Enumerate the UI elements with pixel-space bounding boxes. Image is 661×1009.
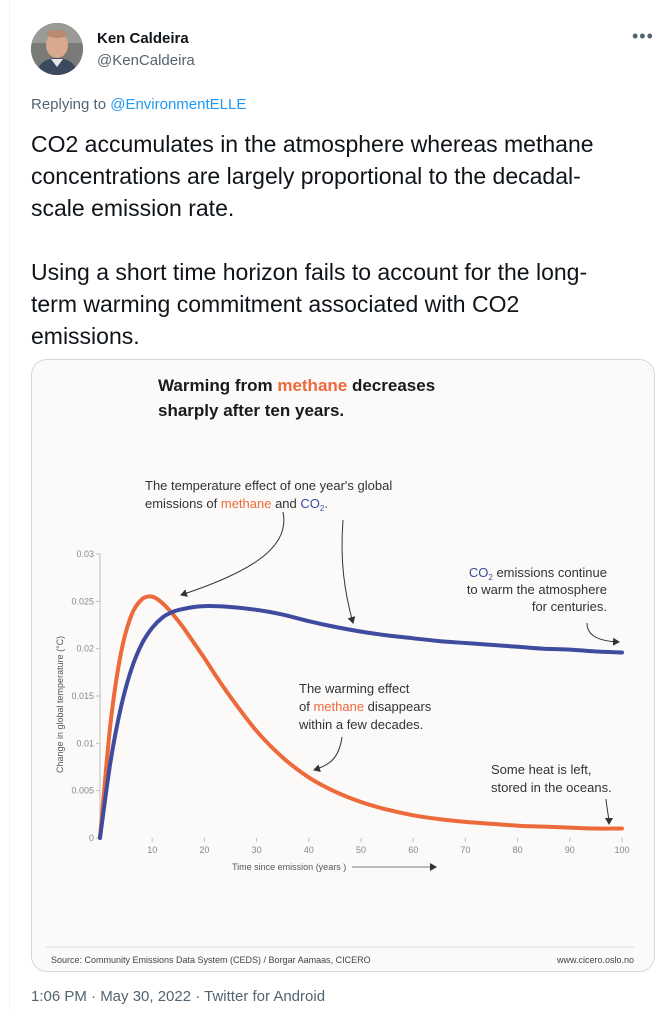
y-tick-label: 0.005 [71,786,94,796]
arrow-co2-centuries [586,622,620,646]
x-axis-label: Time since emission (years ) [232,862,346,872]
tweet-text: CO2 accumulates in the atmosphere wherea… [31,131,594,349]
series-line-methane [98,594,624,840]
arrow-to-co2-curve [341,519,356,624]
annotation-methane-line2: of methane disappears [299,699,432,714]
annotation-methane-line3: within a few decades. [298,717,423,732]
annotation-top-line1: The temperature effect of one year's glo… [145,478,392,493]
timeline-divider [9,0,10,1009]
avatar-photo [31,23,83,75]
chart-title-line1: Warming from methane decreases [158,376,435,395]
ann-top-co2: CO [300,496,320,511]
y-tick-label: 0.02 [76,644,94,654]
avatar[interactable] [31,23,83,75]
annotation-methane-line1: The warming effect [299,681,410,696]
title-text-b: decreases [347,376,435,395]
ann-top-end: . [324,496,328,511]
ann-meth-of: of [299,699,313,714]
x-tick-label: 60 [408,845,418,855]
arrow-heat-left [604,798,613,825]
x-tick-label: 70 [460,845,470,855]
replying-to: Replying to @EnvironmentELLE [31,96,246,113]
annotation-heat-line2: stored in the oceans. [491,780,612,795]
title-text-a: Warming from [158,376,277,395]
annotation-co2-line3: for centuries. [532,599,607,614]
series-line-co2 [98,603,624,840]
ann-top-methane: methane [221,496,272,511]
x-tick-label: 30 [252,845,262,855]
x-tick-label: 90 [565,845,575,855]
x-tick-label: 10 [147,845,157,855]
chart-title-line2: sharply after ten years. [158,401,344,420]
tweet-media-image[interactable]: Warming from methane decreases sharply a… [31,359,655,972]
y-tick-label: 0 [89,833,94,843]
reply-target-link[interactable]: @EnvironmentELLE [110,96,247,113]
x-tick-label: 100 [614,845,629,855]
ann-meth-rest: disappears [364,699,432,714]
y-tick-label: 0.01 [76,738,94,748]
source-text: Source: Community Emissions Data System … [51,955,371,965]
title-methane: methane [277,376,347,395]
annotation-heat-line1: Some heat is left, [491,762,591,777]
website-text: www.cicero.oslo.no [556,955,634,965]
ann-top-and: and [271,496,300,511]
ann-co2-sub: 2 [488,573,493,582]
x-tick-label: 50 [356,845,366,855]
more-options-icon[interactable]: ••• [632,26,654,46]
arrow-to-methane-peak [180,511,285,597]
y-tick-label: 0.025 [71,596,94,606]
ann-co2-rest: emissions continue [493,565,607,580]
warming-chart: Warming from methane decreases sharply a… [32,360,654,971]
x-tick-label: 80 [513,845,523,855]
ann-meth-methane: methane [313,699,364,714]
x-tick-label: 20 [199,845,209,855]
y-tick-label: 0.03 [76,549,94,559]
annotation-co2-line1: CO2 emissions continue [469,565,607,582]
x-tick-label: 40 [304,845,314,855]
annotation-top-line2: emissions of methane and CO2. [145,496,328,513]
y-tick-label: 0.015 [71,691,94,701]
author-name[interactable]: Ken Caldeira [97,30,189,47]
ann-top-co2-sub: 2 [320,504,325,513]
tweet-timestamp[interactable]: 1:06 PM · May 30, 2022 · Twitter for And… [31,988,326,1005]
ann-top-text: emissions of [145,496,221,511]
y-axis-label: Change in global temperature (°C) [55,636,65,773]
replying-to-label: Replying to [31,96,111,113]
ann-co2-co: CO [469,565,489,580]
arrow-to-methane-decline [313,736,343,773]
author-handle[interactable]: @KenCaldeira [97,52,195,69]
annotation-co2-line2: to warm the atmosphere [467,582,607,597]
